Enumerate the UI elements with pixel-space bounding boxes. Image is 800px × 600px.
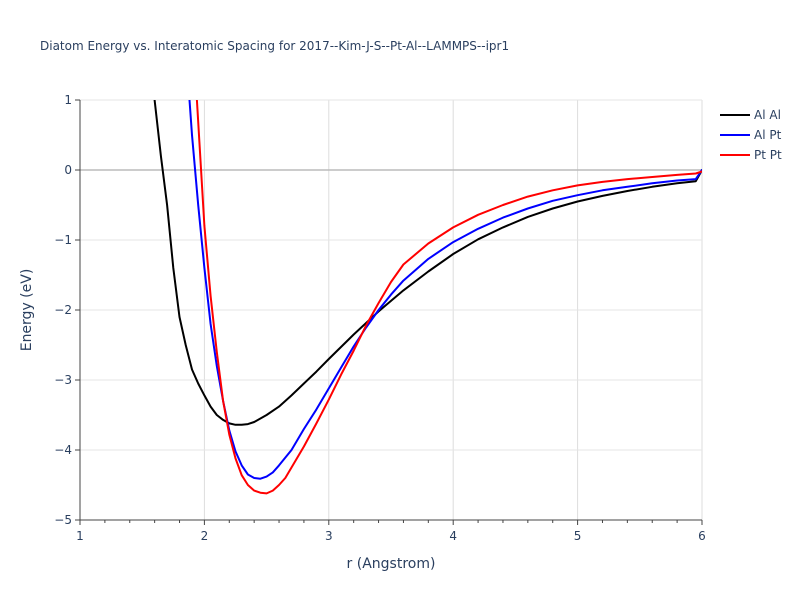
grid	[80, 99, 703, 520]
legend-label: Al Pt	[754, 128, 782, 142]
chart-title: Diatom Energy vs. Interatomic Spacing fo…	[40, 39, 509, 53]
legend: Al Al Al Pt Pt Pt	[720, 108, 782, 162]
x-axis-ticks: 1 2 3 4 5 6	[76, 520, 706, 543]
y-axis-ticks: 1 0 −1 −2 −3 −4 −5	[54, 93, 80, 527]
y-tick-label: −3	[54, 373, 72, 387]
x-tick-label: 1	[76, 529, 84, 543]
series-line-al-al	[153, 100, 702, 426]
y-tick-label: −4	[54, 443, 72, 457]
legend-label: Al Al	[754, 108, 781, 122]
x-tick-label: 4	[449, 529, 457, 543]
x-axis-label: r (Angstrom)	[347, 556, 436, 572]
x-tick-label: 3	[325, 529, 333, 543]
y-tick-label: 0	[64, 163, 72, 177]
y-tick-label: −5	[54, 513, 72, 527]
y-axis-label: Energy (eV)	[19, 269, 35, 352]
y-tick-label: −1	[54, 233, 72, 247]
x-tick-label: 2	[201, 529, 209, 543]
x-tick-label: 5	[574, 529, 582, 543]
x-tick-label: 6	[698, 529, 706, 543]
plot-area	[153, 100, 702, 495]
series-line-pt-pt	[195, 100, 702, 495]
y-tick-label: 1	[64, 93, 72, 107]
legend-label: Pt Pt	[754, 148, 782, 162]
y-tick-label: −2	[54, 303, 72, 317]
